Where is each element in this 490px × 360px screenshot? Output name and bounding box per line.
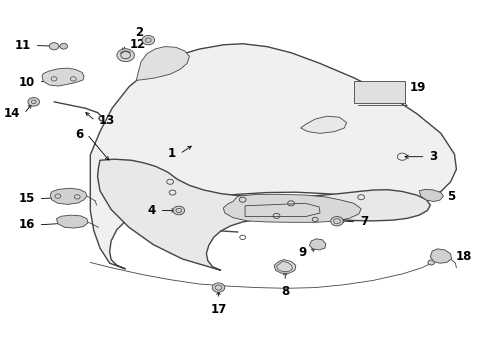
Polygon shape bbox=[56, 215, 88, 228]
Bar bbox=[354, 81, 405, 103]
Text: 6: 6 bbox=[75, 127, 83, 141]
Text: 9: 9 bbox=[298, 246, 306, 259]
Circle shape bbox=[212, 283, 225, 292]
Text: 18: 18 bbox=[455, 249, 472, 262]
Polygon shape bbox=[42, 68, 84, 86]
Text: 11: 11 bbox=[15, 39, 31, 52]
Polygon shape bbox=[301, 116, 346, 134]
Polygon shape bbox=[98, 159, 430, 270]
Text: 19: 19 bbox=[410, 81, 426, 94]
Text: 16: 16 bbox=[18, 218, 35, 231]
Text: 13: 13 bbox=[99, 114, 115, 127]
Circle shape bbox=[28, 98, 40, 106]
Circle shape bbox=[60, 43, 68, 49]
Polygon shape bbox=[90, 44, 456, 269]
Text: 5: 5 bbox=[447, 190, 456, 203]
Circle shape bbox=[117, 49, 134, 62]
Text: 17: 17 bbox=[210, 303, 226, 316]
Polygon shape bbox=[419, 189, 443, 202]
Text: 4: 4 bbox=[147, 204, 156, 217]
Text: 10: 10 bbox=[19, 76, 35, 89]
Text: 12: 12 bbox=[129, 38, 146, 51]
Circle shape bbox=[142, 36, 155, 45]
Text: 3: 3 bbox=[429, 150, 438, 163]
Circle shape bbox=[173, 206, 185, 215]
Circle shape bbox=[331, 217, 343, 226]
Polygon shape bbox=[430, 249, 452, 263]
Text: 7: 7 bbox=[360, 215, 368, 229]
Circle shape bbox=[49, 42, 59, 50]
Polygon shape bbox=[50, 188, 87, 204]
Text: 2: 2 bbox=[135, 27, 143, 40]
Text: 8: 8 bbox=[281, 285, 289, 298]
Text: 15: 15 bbox=[18, 192, 35, 205]
Circle shape bbox=[428, 260, 435, 265]
Polygon shape bbox=[136, 46, 190, 80]
Polygon shape bbox=[274, 260, 296, 273]
Polygon shape bbox=[309, 239, 326, 250]
Text: 1: 1 bbox=[168, 147, 176, 160]
Polygon shape bbox=[223, 194, 361, 222]
Text: 14: 14 bbox=[4, 107, 20, 120]
